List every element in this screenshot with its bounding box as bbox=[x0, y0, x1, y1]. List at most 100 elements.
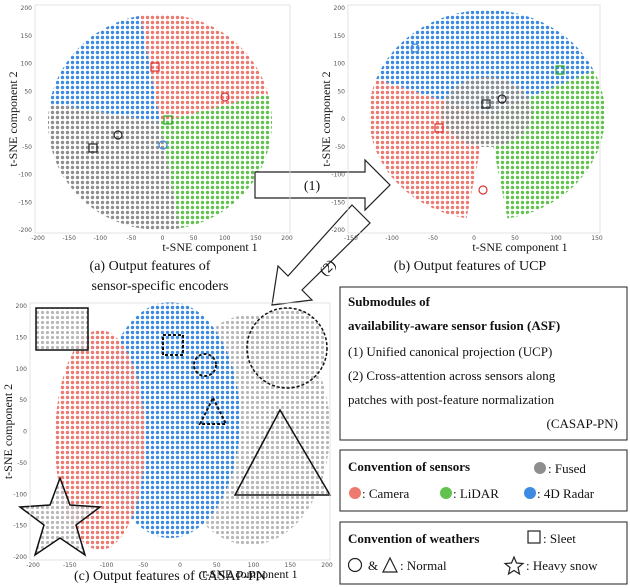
x-tick-label: 200 bbox=[281, 235, 293, 242]
sensors-title: Convention of sensors bbox=[348, 459, 470, 474]
feature-cluster bbox=[55, 330, 145, 550]
y-tick-label: 50 bbox=[24, 88, 32, 95]
x-tick-label: 0 bbox=[472, 235, 476, 242]
asf-title: availability-aware sensor fusion (ASF) bbox=[348, 318, 560, 333]
y-tick-label: -150 bbox=[18, 199, 32, 206]
y-tick-label: 150 bbox=[16, 334, 28, 341]
x-tick-label: -100 bbox=[100, 562, 114, 569]
caption: (c) Output features of CASAP-PN bbox=[74, 569, 266, 584]
normal-icon bbox=[347, 557, 363, 573]
sensors-box bbox=[339, 449, 628, 512]
x-tick-label: 150 bbox=[250, 235, 262, 242]
lidar-icon bbox=[440, 487, 452, 499]
asf-line: patches with post-feature normalization bbox=[348, 392, 555, 407]
y-tick-label: -100 bbox=[18, 172, 32, 179]
arrow-1 bbox=[254, 158, 391, 212]
feature-cluster bbox=[140, 14, 269, 122]
y-tick-label: -100 bbox=[13, 491, 27, 498]
y-tick-label: 200 bbox=[21, 5, 33, 12]
caption: (a) Output features of bbox=[90, 259, 211, 274]
x-tick-label: -150 bbox=[62, 235, 76, 242]
x-tick-label: 0 bbox=[178, 562, 182, 569]
y-tick-label: 150 bbox=[21, 33, 33, 40]
weather-marker bbox=[158, 140, 168, 150]
asf-box bbox=[339, 286, 628, 441]
y-tick-label: -150 bbox=[331, 199, 345, 206]
y-tick-label: 100 bbox=[16, 366, 28, 373]
plot-frame bbox=[29, 302, 331, 561]
sleet-icon bbox=[527, 530, 541, 544]
feature-cluster bbox=[376, 9, 594, 115]
fused-icon bbox=[534, 462, 546, 474]
feature-cluster bbox=[442, 77, 532, 147]
y-tick-label: 100 bbox=[334, 61, 346, 68]
asf-title: Submodules of bbox=[348, 294, 431, 309]
camera-icon bbox=[349, 487, 361, 499]
y-tick-label: 150 bbox=[334, 33, 346, 40]
x-tick-label: 200 bbox=[321, 562, 333, 569]
feature-cluster bbox=[48, 103, 180, 230]
x-tick-label: -200 bbox=[31, 235, 45, 242]
weather-marker bbox=[163, 115, 173, 125]
x-tick-label: -100 bbox=[385, 235, 399, 242]
x-tick-label: 150 bbox=[285, 562, 297, 569]
x-tick-label: 150 bbox=[591, 235, 603, 242]
feature-cluster bbox=[49, 15, 160, 122]
y-tick-label: -200 bbox=[331, 227, 345, 234]
legend-text: : Normal bbox=[400, 558, 447, 573]
weather-marker bbox=[113, 130, 123, 140]
x-tick-label: 100 bbox=[219, 235, 231, 242]
x-tick-label: 50 bbox=[511, 235, 519, 242]
feature-clouds bbox=[17, 9, 605, 557]
y-axis-label: t-SNE component 2 bbox=[6, 71, 20, 166]
legend-text: & bbox=[368, 558, 378, 573]
weather-marker bbox=[497, 94, 507, 104]
y-tick-label: 50 bbox=[337, 88, 345, 95]
arrow-2 bbox=[271, 204, 371, 306]
radar-icon bbox=[524, 487, 536, 499]
x-tick-label: 0 bbox=[161, 235, 165, 242]
legend-text: : LiDAR bbox=[453, 486, 499, 501]
zoom-inset bbox=[35, 307, 89, 351]
normal-icon bbox=[382, 556, 398, 573]
y-tick-label: 200 bbox=[16, 303, 28, 310]
x-tick-label: 50 bbox=[190, 235, 198, 242]
zoom-inset bbox=[246, 307, 328, 389]
y-tick-label: 0 bbox=[341, 116, 345, 123]
weather-marker bbox=[434, 123, 444, 133]
weather-marker bbox=[478, 185, 488, 195]
x-axis-label: t-SNE component 1 bbox=[202, 567, 297, 581]
y-axis-label: t-SNE component 2 bbox=[1, 384, 15, 479]
x-tick-label: 100 bbox=[550, 235, 562, 242]
y-tick-label: -150 bbox=[13, 523, 27, 530]
y-tick-label: 200 bbox=[334, 5, 346, 12]
y-tick-label: -50 bbox=[17, 460, 27, 467]
feature-cluster bbox=[160, 94, 272, 229]
plot-frame bbox=[34, 4, 291, 234]
y-tick-label: 50 bbox=[19, 397, 27, 404]
y-axis-label: t-SNE component 2 bbox=[319, 71, 333, 166]
y-tick-label: 0 bbox=[23, 429, 27, 436]
arrow-label: (1) bbox=[304, 179, 321, 194]
x-axis-label: t-SNE component 1 bbox=[472, 240, 567, 254]
caption: sensor-specific encoders bbox=[92, 279, 229, 294]
legend-text: : Heavy snow bbox=[526, 558, 598, 573]
x-tick-label: -50 bbox=[428, 235, 438, 242]
weathers-box bbox=[339, 521, 628, 585]
zoom-region bbox=[162, 334, 184, 356]
zoom-region bbox=[198, 395, 228, 425]
legend-text: : Fused bbox=[548, 461, 586, 476]
y-tick-label: 0 bbox=[28, 116, 32, 123]
weather-marker bbox=[481, 99, 491, 109]
zoom-inset bbox=[233, 408, 332, 496]
x-axis-label: t-SNE component 1 bbox=[162, 240, 257, 254]
weather-marker bbox=[220, 92, 230, 102]
legend-text: : 4D Radar bbox=[537, 486, 595, 501]
y-tick-label: -50 bbox=[335, 144, 345, 151]
x-tick-label: -50 bbox=[138, 562, 148, 569]
x-tick-label: 50 bbox=[213, 562, 221, 569]
x-tick-label: -50 bbox=[126, 235, 136, 242]
x-tick-label: -100 bbox=[93, 235, 107, 242]
y-tick-label: -100 bbox=[331, 172, 345, 179]
